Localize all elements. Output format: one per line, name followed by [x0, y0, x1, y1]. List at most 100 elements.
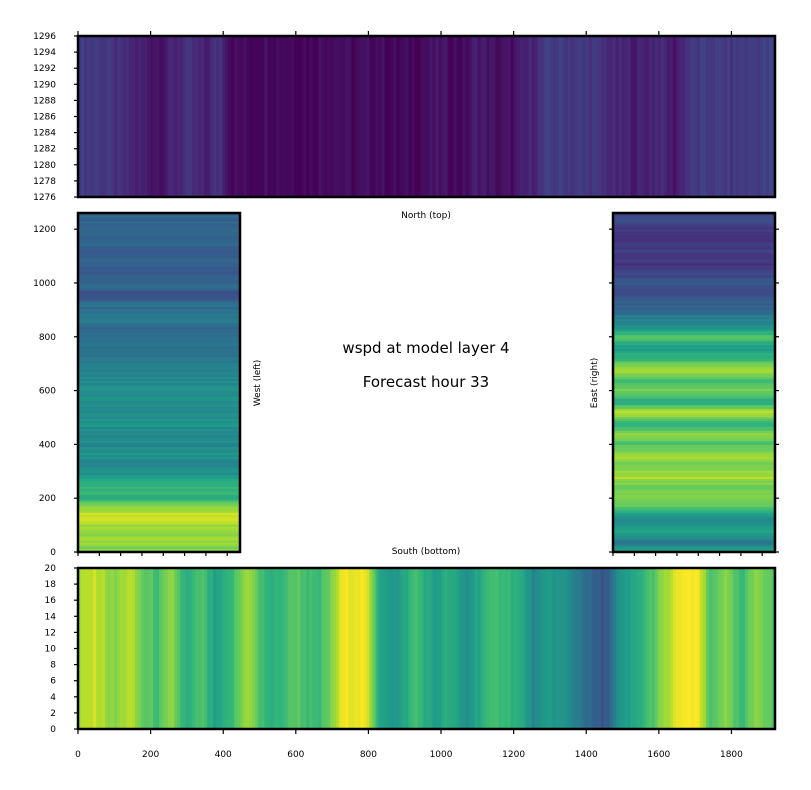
south-heatmap-cell: [84, 568, 88, 729]
east-heatmap-cell: [613, 486, 775, 489]
south-y-tick-label: 18: [45, 580, 57, 590]
north-heatmap-cell: [381, 36, 386, 197]
north-heatmap-cell: [165, 36, 169, 197]
east-label: East (right): [590, 358, 600, 408]
south-heatmap-cell: [675, 568, 680, 729]
south-heatmap-cell: [405, 568, 410, 729]
west-panel-frame: [76, 211, 242, 554]
south-heatmap-cell: [312, 568, 316, 729]
south-heatmap-cell: [276, 568, 280, 729]
west-y-tick-label: 1000: [33, 279, 56, 289]
west-heatmap-cell: [78, 314, 240, 318]
west-heatmap-cell: [78, 398, 240, 402]
east-heatmap-cell: [613, 448, 775, 451]
south-heatmap-cell: [96, 568, 100, 729]
east-heatmap-cell: [613, 268, 775, 272]
north-heatmap-cell: [282, 36, 286, 197]
north-heatmap-cell: [624, 36, 629, 197]
west-heatmap-cell: [78, 394, 240, 398]
north-heatmap-cell: [426, 36, 431, 197]
south-heatmap-cell: [741, 568, 746, 729]
north-heatmap-cell: [378, 36, 383, 197]
south-heatmap-cell: [198, 568, 202, 729]
west-heatmap-cell: [78, 218, 240, 222]
east-heatmap-cell: [613, 234, 775, 238]
south-heatmap-cell: [519, 568, 524, 729]
east-heatmap-cell: [613, 526, 775, 529]
north-y-tick-label: 1294: [33, 48, 56, 58]
north-heatmap-cell: [762, 36, 767, 197]
north-heatmap-cell: [99, 36, 103, 197]
north-heatmap-cell: [147, 36, 151, 197]
north-heatmap-cell: [468, 36, 473, 197]
south-heatmap-cell: [345, 568, 349, 729]
north-y-tick-label: 1284: [33, 129, 56, 139]
south-heatmap-cell: [693, 568, 698, 729]
west-heatmap-cell: [78, 442, 240, 445]
west-heatmap-cell: [78, 516, 240, 519]
south-heatmap-cell: [711, 568, 716, 729]
north-heatmap-cell: [342, 36, 346, 197]
south-heatmap-cell: [564, 568, 569, 729]
north-heatmap-cell: [297, 36, 301, 197]
east-heatmap-cell: [613, 434, 775, 437]
west-heatmap-cell: [78, 216, 240, 220]
east-heatmap-cell: [613, 360, 775, 364]
south-heatmap-cell: [645, 568, 650, 729]
north-heatmap-cell: [369, 36, 374, 197]
south-y-tick-label: 2: [50, 709, 56, 719]
south-heatmap-cell: [90, 568, 94, 729]
south-x-tick-label: 600: [287, 750, 304, 760]
east-heatmap-cell: [613, 306, 775, 310]
east-heatmap-cell: [613, 236, 775, 240]
east-heatmap-cell: [613, 410, 775, 414]
south-heatmap-cell: [396, 568, 401, 729]
west-heatmap-cell: [78, 438, 240, 441]
east-heatmap-cell: [613, 356, 775, 360]
east-heatmap-cell: [613, 416, 775, 419]
north-heatmap-cell: [90, 36, 94, 197]
west-heatmap-cell: [78, 512, 240, 515]
west-heatmap-cell: [78, 236, 240, 240]
west-heatmap-cell: [78, 416, 240, 419]
south-heatmap-cell: [528, 568, 533, 729]
west-heatmap-cell: [78, 360, 240, 364]
north-heatmap-cell: [390, 36, 395, 197]
south-heatmap-cell: [603, 568, 608, 729]
east-heatmap-cell: [613, 228, 775, 232]
east-heatmap-cell: [613, 326, 775, 330]
south-heatmap-cell: [501, 568, 506, 729]
north-heatmap-cell: [351, 36, 355, 197]
south-heatmap-cell: [495, 568, 500, 729]
north-heatmap-cell: [717, 36, 722, 197]
north-heatmap-cell: [180, 36, 184, 197]
south-heatmap-cell: [483, 568, 488, 729]
west-heatmap-cell: [78, 228, 240, 232]
south-heatmap-cell: [492, 568, 497, 729]
south-heatmap-cell: [384, 568, 389, 729]
west-heatmap: [78, 213, 240, 553]
east-heatmap-cell: [613, 398, 775, 402]
south-heatmap-cell: [516, 568, 521, 729]
south-heatmap-cell: [723, 568, 728, 729]
east-heatmap-cell: [613, 372, 775, 376]
north-panel: 1276 1278 1280 1282 1284 1286 1288 1290 1292 1294…: [33, 31, 777, 203]
north-heatmap-cell: [525, 36, 530, 197]
south-heatmap-cell: [630, 568, 635, 729]
north-heatmap-cell: [606, 36, 611, 197]
east-heatmap-cell: [613, 404, 775, 408]
north-heatmap-cell: [576, 36, 581, 197]
south-heatmap-cell: [240, 568, 244, 729]
east-heatmap-cell: [613, 266, 775, 270]
north-heatmap-cell: [141, 36, 145, 197]
west-heatmap-cell: [78, 308, 240, 312]
north-heatmap-cell: [726, 36, 731, 197]
north-heatmap-cell: [261, 36, 265, 197]
west-heatmap-cell: [78, 420, 240, 423]
west-heatmap-cell: [78, 294, 240, 298]
south-heatmap-cell: [231, 568, 235, 729]
south-heatmap-cell: [156, 568, 160, 729]
south-heatmap-cell: [111, 568, 115, 729]
west-heatmap-cell: [78, 328, 240, 332]
north-heatmap-cell: [207, 36, 211, 197]
